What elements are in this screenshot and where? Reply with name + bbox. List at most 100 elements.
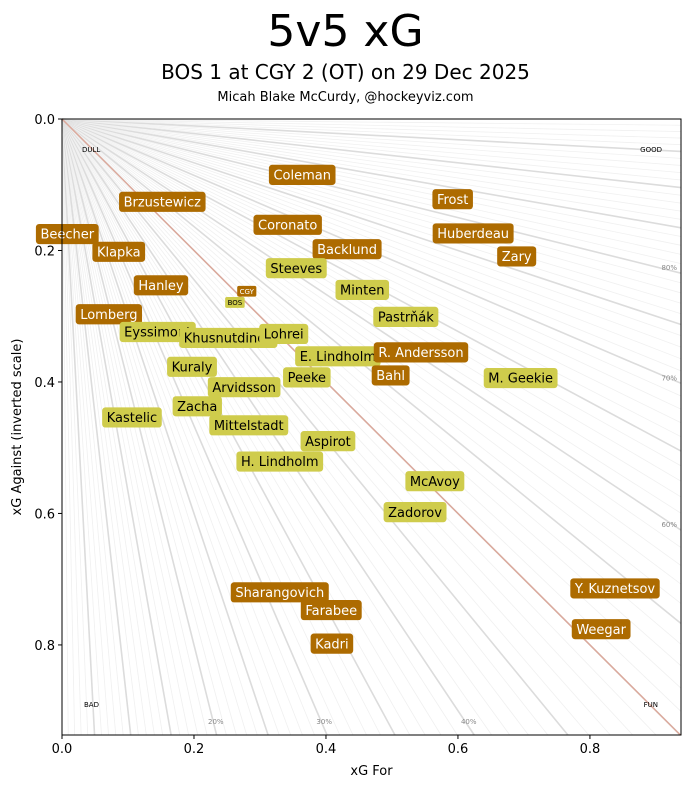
corner-label-good: GOOD <box>640 146 662 154</box>
fan-line <box>61 118 139 736</box>
fan-line <box>61 118 124 736</box>
player-label: Huberdeau <box>432 223 514 244</box>
pct-label: 30% <box>316 718 332 726</box>
pct-label: 70% <box>661 374 677 382</box>
player-label-box <box>571 619 631 640</box>
fan-line <box>61 118 682 255</box>
fan-line <box>61 118 682 189</box>
y-axis-label: xG Against (inverted scale) <box>10 339 25 516</box>
player-label-text: Beecher <box>40 228 94 243</box>
fan-line <box>61 118 682 274</box>
fan-line <box>61 118 682 360</box>
player-label-text: Pastrňák <box>378 311 434 326</box>
fan-line <box>61 118 682 153</box>
player-label: R. Andersson <box>373 342 469 363</box>
player-label-box <box>497 246 537 267</box>
fan-line <box>61 118 682 166</box>
x-tick-label: 0.0 <box>52 742 73 757</box>
chart-subtitle: BOS 1 at CGY 2 (OT) on 29 Dec 2025 <box>161 60 530 84</box>
player-label: Kadri <box>310 633 354 654</box>
fan-line <box>61 118 634 736</box>
player-label: Sharangovich <box>230 582 329 603</box>
player-label: Eyssimont <box>119 321 196 343</box>
fan-line <box>61 118 682 304</box>
player-label-box <box>483 367 558 389</box>
fan-line <box>61 118 682 196</box>
fan-line <box>61 118 682 265</box>
player-label-box <box>283 367 331 388</box>
chart-credit: Micah Blake McCurdy, @hockeyviz.com <box>217 90 474 105</box>
player-label: Kuraly <box>167 356 217 377</box>
player-label-box <box>312 239 382 260</box>
fan-line <box>61 118 303 736</box>
player-label-box <box>265 258 327 279</box>
player-label: M. Geekie <box>483 367 558 389</box>
x-tick-label: 0.8 <box>580 742 601 757</box>
player-label-box <box>172 396 222 417</box>
pct-label: 80% <box>661 264 677 272</box>
fan-line <box>61 118 549 736</box>
player-label-text: Zacha <box>177 400 217 415</box>
player-label: Bahl <box>371 365 410 386</box>
fan-line <box>61 118 682 348</box>
player-label-text: Arvidsson <box>212 381 276 396</box>
player-label-text: Khusnutdinov <box>184 332 273 347</box>
y-tick-label: 0.6 <box>34 507 55 522</box>
fan-line <box>61 118 117 736</box>
player-label-text: M. Geekie <box>488 372 553 387</box>
player-label-text: Kuraly <box>172 361 213 376</box>
fan-line <box>61 118 682 514</box>
fan-line <box>61 118 682 294</box>
fan-line <box>61 118 682 204</box>
plot-frame <box>61 118 682 736</box>
fan-line <box>61 118 292 736</box>
fan-line <box>61 118 682 424</box>
player-label: Arvidsson <box>207 377 281 398</box>
fan-line <box>61 118 611 736</box>
team-label: BOS <box>225 296 245 308</box>
player-label-text: Huberdeau <box>437 227 509 242</box>
player-label-text: McAvoy <box>410 475 460 490</box>
player-label: Aspirot <box>300 431 356 452</box>
player-label-text: Klapka <box>97 245 141 260</box>
fan-line <box>61 118 269 736</box>
y-tick-label: 0.0 <box>34 113 55 128</box>
fan-line <box>61 118 682 498</box>
player-label-text: H. Lindholm <box>241 455 319 470</box>
fan-line <box>61 118 529 736</box>
player-label-text: Aspirot <box>305 435 351 450</box>
player-label: Lohrei <box>259 323 309 345</box>
player-label-box <box>75 304 143 325</box>
fan-line <box>61 118 682 410</box>
x-axis-label: xG For <box>350 764 393 779</box>
team-label-text: BOS <box>228 299 243 307</box>
player-label-box <box>133 275 189 296</box>
player-label-box <box>300 431 356 452</box>
player-label-box <box>300 600 362 621</box>
fan-line <box>61 118 682 284</box>
player-label: Zacha <box>172 396 222 417</box>
player-label-text: Weegar <box>576 623 626 638</box>
player-label-text: Hanley <box>138 279 184 294</box>
player-label-text: Sharangovich <box>235 586 324 601</box>
corner-label-dull: DULL <box>82 146 100 154</box>
player-label-text: Backlund <box>317 243 377 258</box>
fan-line <box>61 118 682 438</box>
player-label: Hanley <box>133 275 189 296</box>
player-label-text: Zary <box>502 250 532 265</box>
corner-label-fun: FUN <box>644 701 658 709</box>
fan-line <box>61 118 328 736</box>
player-label-box <box>405 471 465 492</box>
fan-line <box>61 118 682 482</box>
player-label: Kastelic <box>102 407 162 428</box>
player-label-box <box>179 327 278 348</box>
fan-line <box>61 118 569 736</box>
player-label-text: Steeves <box>270 262 322 277</box>
player-label: Backlund <box>312 239 382 260</box>
fan-line <box>61 118 682 159</box>
player-label-text: Lohrei <box>264 328 304 343</box>
player-label-text: Mittelstadt <box>214 419 284 434</box>
player-label-text: Zadorov <box>388 506 442 521</box>
player-label-box <box>167 356 217 377</box>
player-label-text: Eyssimont <box>124 326 191 341</box>
